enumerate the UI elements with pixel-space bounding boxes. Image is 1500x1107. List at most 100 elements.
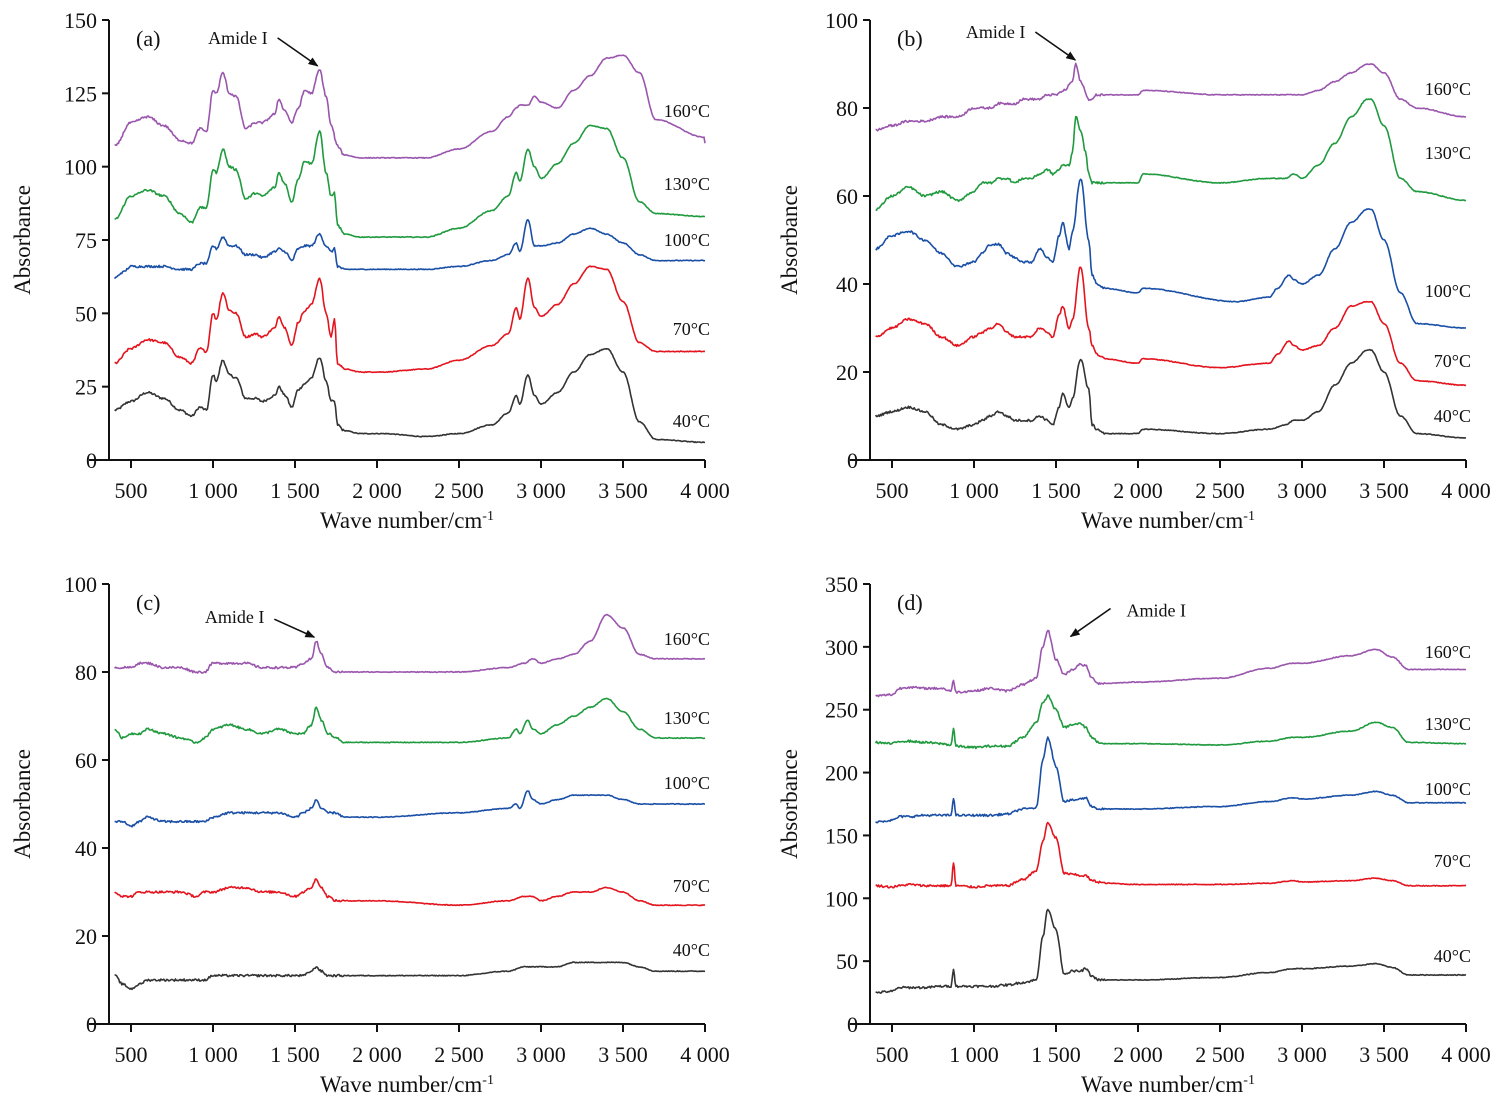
x-tick-label: 3 500 [1359, 1042, 1409, 1067]
x-tick-label: 1 000 [949, 478, 999, 503]
series-line-100C [114, 790, 705, 828]
series-line-40C [874, 348, 1467, 439]
series-label-100C: 100°C [664, 230, 710, 250]
x-axis-title-text: Wave number/cm [320, 1072, 482, 1097]
y-tick-label: 0 [847, 448, 858, 473]
x-axis-title-text: Wave number/cm [1081, 508, 1243, 533]
annotation-arrow [1034, 31, 1077, 61]
x-tick-label: 500 [876, 478, 909, 503]
y-tick-label: 250 [825, 698, 858, 723]
x-tick-label: 3 000 [1277, 478, 1327, 503]
x-tick-label: 2 500 [434, 478, 484, 503]
x-axis-title-text: Wave number/cm [1081, 1072, 1243, 1097]
panel-d: 0 50 100 150 200 250 300 350 500 1 000 1 500 2 000 2… [777, 572, 1491, 1097]
panel-a: 0 25 50 75 100 125 150 500 1 000 1 500 2 000 2 500 3… [10, 8, 730, 533]
series-label-40C: 40°C [1434, 946, 1471, 966]
y-tick-label: 20 [75, 924, 97, 949]
y-tick-label: 40 [75, 836, 97, 861]
y-tick-label: 50 [75, 301, 97, 326]
panel-b: 0 20 40 60 80 100 500 1 000 1 500 2 000 2 500 3 000… [777, 8, 1491, 533]
y-tick-label: 100 [64, 155, 97, 180]
series-label-130C: 130°C [664, 174, 710, 194]
series-label-160C: 160°C [1425, 79, 1471, 99]
y-tick-label: 300 [825, 635, 858, 660]
annotation-arrow [277, 37, 319, 67]
y-tick-label: 80 [836, 96, 858, 121]
y-tick-label: 80 [75, 660, 97, 685]
series-line-40C [114, 961, 706, 991]
series-label-130C: 130°C [1425, 714, 1471, 734]
x-tick-label: 2 500 [1195, 478, 1245, 503]
y-axis-title: Absorbance [777, 185, 802, 295]
x-axis-title-superscript: -1 [482, 1073, 494, 1088]
series-label-160C: 160°C [664, 101, 710, 121]
y-tick-label: 100 [64, 572, 97, 597]
x-tick-label: 2 500 [434, 1042, 484, 1067]
x-tick-label: 4 000 [1441, 1042, 1491, 1067]
y-axis-title: Absorbance [10, 749, 35, 859]
panel-label: (c) [136, 590, 160, 615]
x-tick-label: 1 500 [1031, 478, 1081, 503]
series-line-70C [875, 266, 1467, 387]
x-tick-label: 500 [115, 478, 148, 503]
series-label-100C: 100°C [1425, 281, 1471, 301]
series-line-100C [113, 218, 706, 280]
x-axis-title-text: Wave number/cm [320, 508, 482, 533]
series-label-70C: 70°C [1434, 351, 1471, 371]
series-label-40C: 40°C [1434, 406, 1471, 426]
series-line-160C [114, 54, 706, 159]
y-axis-title: Absorbance [10, 185, 35, 295]
x-tick-label: 4 000 [680, 1042, 730, 1067]
x-axis-title-superscript: -1 [482, 509, 494, 524]
x-tick-label: 1 000 [188, 1042, 238, 1067]
x-tick-label: 2 500 [1195, 1042, 1245, 1067]
series-line-130C [114, 124, 705, 239]
series-label-70C: 70°C [673, 876, 710, 896]
y-tick-label: 60 [75, 748, 97, 773]
x-axis-title: Wave number/cm-1 [320, 1072, 494, 1097]
panel-label: (b) [897, 26, 923, 51]
y-tick-label: 75 [75, 228, 97, 253]
x-tick-label: 3 500 [598, 1042, 648, 1067]
series-line-70C [875, 821, 1467, 889]
y-tick-label: 25 [75, 375, 97, 400]
x-tick-label: 1 500 [1031, 1042, 1081, 1067]
annotation-arrow [1069, 607, 1112, 638]
series-label-40C: 40°C [673, 411, 710, 431]
y-tick-label: 150 [825, 823, 858, 848]
series-label-70C: 70°C [673, 319, 710, 339]
y-tick-label: 0 [847, 1012, 858, 1037]
x-tick-label: 2 000 [352, 478, 402, 503]
x-axis-title: Wave number/cm-1 [1081, 1072, 1255, 1097]
series-line-100C [875, 178, 1467, 329]
x-axis-title: Wave number/cm-1 [320, 508, 494, 533]
series-line-40C [114, 348, 706, 444]
annotation-amide-i: Amide I [205, 607, 264, 627]
y-tick-label: 50 [836, 949, 858, 974]
annotation-arrow [273, 618, 316, 638]
annotation-amide-i: Amide I [208, 28, 267, 48]
x-tick-label: 2 000 [1113, 478, 1163, 503]
annotation-amide-i: Amide I [1127, 601, 1186, 621]
x-tick-label: 500 [115, 1042, 148, 1067]
y-tick-label: 0 [86, 1012, 97, 1037]
x-tick-label: 3 500 [598, 478, 648, 503]
series-line-40C [875, 908, 1467, 994]
x-tick-label: 1 500 [270, 478, 320, 503]
x-tick-label: 2 000 [1113, 1042, 1163, 1067]
x-tick-label: 1 000 [949, 1042, 999, 1067]
series-label-160C: 160°C [1425, 642, 1471, 662]
x-tick-label: 3 500 [1359, 478, 1409, 503]
y-tick-label: 0 [86, 448, 97, 473]
series-line-130C [875, 98, 1467, 212]
y-tick-label: 150 [64, 8, 97, 33]
panel-label: (d) [897, 590, 923, 615]
series-line-100C [875, 736, 1467, 824]
x-tick-label: 3 000 [516, 478, 566, 503]
annotation-amide-i: Amide I [966, 22, 1025, 42]
x-tick-label: 4 000 [1441, 478, 1491, 503]
series-line-160C [875, 629, 1467, 698]
series-label-40C: 40°C [673, 940, 710, 960]
y-tick-label: 20 [836, 360, 858, 385]
